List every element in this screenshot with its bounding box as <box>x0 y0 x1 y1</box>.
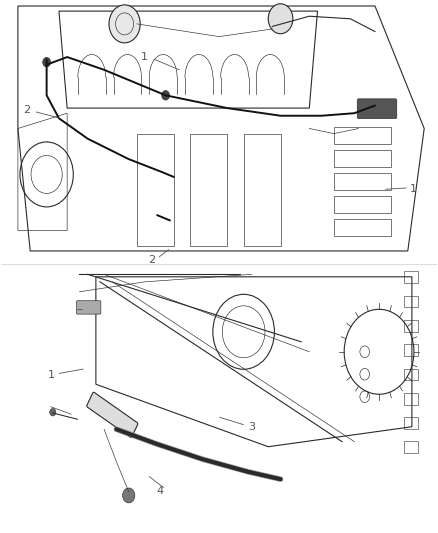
Text: 1: 1 <box>47 370 54 381</box>
Bar <box>137 134 174 246</box>
Bar <box>244 134 281 246</box>
Bar <box>404 417 418 429</box>
Circle shape <box>50 408 56 416</box>
Text: 3: 3 <box>248 422 255 432</box>
Circle shape <box>42 58 50 67</box>
Bar <box>404 296 418 308</box>
Circle shape <box>109 5 140 43</box>
Bar <box>190 134 227 246</box>
Bar <box>404 393 418 405</box>
Circle shape <box>268 4 293 34</box>
Bar <box>334 127 392 144</box>
Text: 2: 2 <box>23 104 31 115</box>
Bar <box>404 271 418 283</box>
Bar <box>334 196 392 213</box>
FancyBboxPatch shape <box>357 99 397 119</box>
Circle shape <box>123 488 135 503</box>
Text: 2: 2 <box>148 255 155 265</box>
Text: 1: 1 <box>410 184 417 195</box>
Bar <box>404 320 418 332</box>
Text: 1: 1 <box>141 52 148 61</box>
FancyBboxPatch shape <box>77 301 101 314</box>
FancyBboxPatch shape <box>87 392 138 438</box>
Bar <box>404 369 418 380</box>
Bar <box>404 441 418 453</box>
Bar <box>334 150 392 167</box>
Text: 4: 4 <box>156 486 164 496</box>
Bar <box>334 219 392 236</box>
Circle shape <box>162 91 170 100</box>
Bar <box>404 344 418 356</box>
Bar <box>334 173 392 190</box>
